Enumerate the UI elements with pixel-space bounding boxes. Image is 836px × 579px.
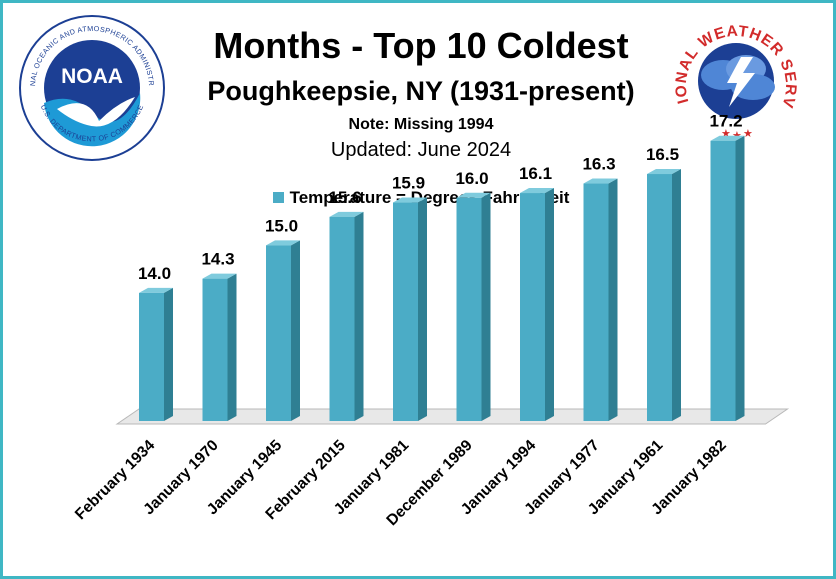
bar-0 bbox=[139, 292, 164, 421]
bar-2 bbox=[266, 245, 291, 421]
chart-title: Months - Top 10 Coldest bbox=[213, 25, 629, 66]
data-label-3: 15.6 bbox=[328, 188, 361, 207]
bar-side-1 bbox=[227, 273, 237, 421]
bar-top-7 bbox=[583, 178, 618, 184]
bar-top-5 bbox=[456, 192, 491, 198]
bar-3 bbox=[329, 216, 355, 421]
bar-side-9 bbox=[735, 135, 745, 422]
bar-side-3 bbox=[354, 211, 364, 421]
data-label-6: 16.1 bbox=[519, 164, 552, 183]
noaa-logo: NOAA NATIONAL OCEANIC AND ATMOSPHERIC AD… bbox=[17, 13, 165, 161]
bar-1 bbox=[202, 278, 228, 421]
svg-text:★: ★ bbox=[743, 127, 753, 140]
chart-updated: Updated: June 2024 bbox=[330, 139, 512, 161]
bar-top-1 bbox=[202, 273, 237, 279]
bar-top-2 bbox=[266, 240, 300, 246]
bar-side-2 bbox=[291, 240, 300, 421]
bar-side-6 bbox=[545, 188, 554, 421]
bar-side-8 bbox=[672, 169, 681, 421]
data-label-0: 14.0 bbox=[138, 264, 171, 283]
bar-top-3 bbox=[329, 211, 364, 217]
chart-subtitle: Poughkeepsie, NY (1931-present) bbox=[207, 76, 635, 106]
chart-legend: Temperature = Degrees Fahrenheit bbox=[3, 188, 836, 208]
bar-7 bbox=[583, 183, 609, 421]
bar-top-9 bbox=[710, 135, 745, 141]
bar-side-5 bbox=[481, 192, 491, 421]
bar-8 bbox=[647, 174, 672, 421]
noaa-logo-text: NOAA bbox=[61, 65, 123, 88]
bar-4 bbox=[393, 202, 418, 421]
bar-side-7 bbox=[608, 178, 618, 421]
nws-logo: NATIONAL WEATHER SERVICE ★ ★ ★ bbox=[671, 11, 798, 142]
data-label-9: 17.2 bbox=[709, 112, 742, 131]
bar-side-4 bbox=[418, 197, 427, 421]
bar-side-0 bbox=[164, 287, 173, 421]
nws-stars: ★ ★ ★ bbox=[721, 127, 753, 142]
chart-note: Note: Missing 1994 bbox=[348, 116, 494, 133]
data-label-4: 15.9 bbox=[392, 174, 425, 193]
svg-text:★: ★ bbox=[721, 127, 731, 140]
bar-top-8 bbox=[647, 169, 681, 175]
bar-5 bbox=[456, 197, 482, 421]
bar-top-4 bbox=[393, 197, 427, 203]
data-label-2: 15.0 bbox=[265, 216, 298, 235]
bar-top-0 bbox=[139, 287, 173, 293]
data-label-8: 16.5 bbox=[646, 145, 679, 164]
legend-label: Temperature = Degrees Fahrenheit bbox=[289, 188, 570, 207]
legend-swatch bbox=[272, 192, 284, 203]
svg-text:★: ★ bbox=[732, 129, 742, 142]
data-label-7: 16.3 bbox=[582, 155, 615, 174]
bar-top-6 bbox=[520, 188, 554, 194]
bar-9 bbox=[710, 140, 736, 422]
data-label-1: 14.3 bbox=[201, 250, 234, 269]
data-label-5: 16.0 bbox=[455, 169, 488, 188]
bar-6 bbox=[520, 193, 545, 421]
